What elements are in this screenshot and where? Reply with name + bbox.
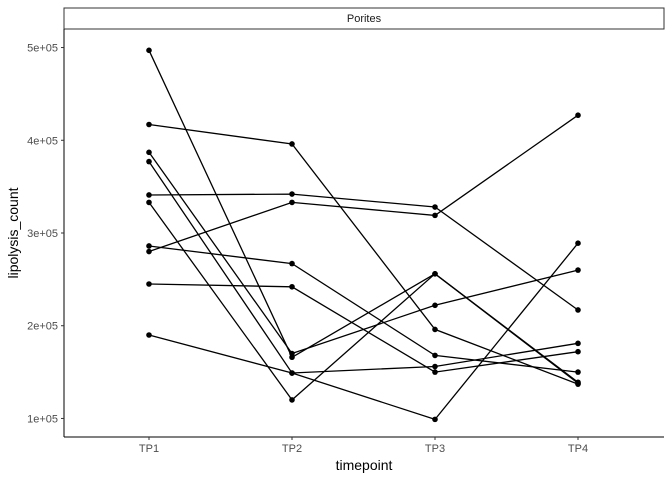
y-tick-label: 3e+05 (27, 228, 58, 240)
data-point (432, 352, 438, 359)
series-line (148, 123, 579, 385)
data-point (289, 283, 295, 290)
x-ticks: TP1 TP2 TP3 TP4 (139, 437, 588, 455)
data-point (575, 348, 581, 355)
data-point (432, 416, 438, 423)
series-group (146, 47, 581, 423)
series-line (148, 245, 579, 373)
series-7 (146, 243, 581, 375)
data-point (146, 192, 152, 198)
data-point (432, 369, 438, 375)
data-point (146, 121, 152, 128)
x-axis-title: timepoint (336, 457, 393, 473)
data-point (146, 199, 152, 206)
x-tick-label: TP1 (139, 443, 159, 455)
x-tick-label: TP4 (568, 443, 588, 455)
y-tick-label: 1e+05 (27, 413, 58, 425)
data-point (575, 240, 581, 246)
data-point (289, 141, 295, 147)
data-point (575, 369, 581, 375)
facet-strip-box (63, 7, 665, 30)
data-point (146, 281, 152, 287)
data-point (289, 199, 295, 206)
series-line (148, 193, 579, 311)
data-point (432, 326, 438, 333)
series-line (148, 161, 579, 374)
data-point (146, 332, 152, 338)
y-axis-title: lipolysis_count (5, 187, 21, 278)
series-line (148, 283, 579, 373)
data-point (432, 302, 438, 309)
data-point (575, 340, 581, 347)
data-point (289, 260, 295, 267)
data-point (146, 243, 152, 249)
y-tick-label: 4e+05 (27, 135, 58, 147)
series-2 (146, 121, 581, 387)
data-point (289, 370, 295, 376)
data-point (432, 363, 438, 370)
axes (63, 29, 664, 438)
data-point (432, 212, 438, 219)
series-line (148, 242, 579, 421)
series-5 (146, 191, 581, 313)
series-9 (146, 281, 581, 375)
data-point (146, 248, 152, 255)
data-point (146, 158, 152, 165)
series-8 (146, 112, 581, 255)
data-point (575, 307, 581, 313)
series-6 (146, 199, 581, 403)
data-point (146, 149, 152, 156)
data-point (146, 47, 152, 54)
data-point (432, 204, 438, 210)
series-10 (146, 240, 581, 423)
data-point (289, 350, 295, 357)
data-point (289, 397, 295, 403)
x-tick-label: TP2 (282, 443, 302, 455)
y-tick-label: 2e+05 (27, 321, 58, 333)
x-tick-label: TP3 (425, 443, 445, 455)
y-tick-label: 5e+05 (27, 43, 58, 55)
series-line (148, 202, 579, 401)
facet-strip-label: Porites (347, 13, 382, 25)
data-point (289, 191, 295, 197)
series-line (148, 114, 579, 253)
data-point (432, 271, 438, 277)
series-4 (146, 158, 581, 376)
y-ticks: 1e+05 2e+05 3e+05 4e+05 5e+05 (27, 43, 64, 425)
data-point (575, 112, 581, 119)
data-point (575, 379, 581, 386)
facet-strip: Porites (63, 7, 665, 30)
data-point (575, 267, 581, 273)
